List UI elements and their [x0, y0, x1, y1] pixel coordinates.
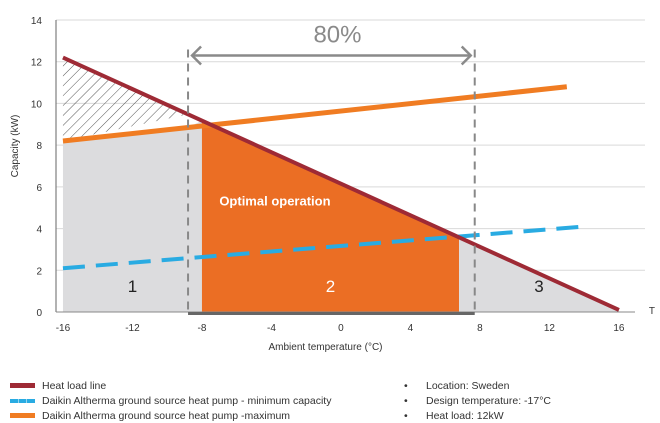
note-heat-load: • Heat load: 12kW — [404, 408, 551, 423]
y-tick-label: 0 — [36, 308, 42, 319]
note-text: Location: Sweden — [426, 379, 510, 392]
note-text: Heat load: 12kW — [426, 409, 504, 422]
region-label-1: 1 — [128, 277, 137, 296]
legend-item-heat-load: Heat load line — [10, 378, 331, 393]
region-2-fill — [201, 120, 460, 312]
note-location: • Location: Sweden — [404, 378, 551, 393]
bullet: • — [404, 379, 408, 392]
legend: Heat load line Daikin Altherma ground so… — [10, 378, 331, 423]
region-label-2: 2 — [326, 277, 335, 296]
max-capacity-line — [62, 84, 568, 144]
min-capacity-line — [62, 224, 585, 271]
x-tick-label: -8 — [197, 323, 206, 334]
x-tick-label: 0 — [338, 323, 344, 334]
x-axis-end-label: T — [649, 306, 655, 317]
x-tick-label: 16 — [613, 323, 625, 334]
legend-label-heat-load: Heat load line — [42, 379, 107, 392]
x-tick-label: -4 — [267, 323, 276, 334]
series-lines — [62, 55, 620, 312]
note-design-temperature: • Design temperature: -17°C — [404, 393, 551, 408]
x-axis-title: Ambient temperature (°C) — [268, 342, 382, 353]
region-label-3: 3 — [534, 277, 543, 296]
y-tick-label: 10 — [31, 99, 43, 110]
hatched-region — [62, 57, 189, 141]
heat-load-swatch — [10, 383, 35, 388]
y-tick-label: 12 — [31, 58, 43, 69]
x-tick-label: 4 — [408, 323, 414, 334]
y-tick-label: 6 — [36, 183, 42, 194]
legend-label-max-capacity: Daikin Altherma ground source heat pump … — [42, 409, 291, 422]
y-tick-label: 8 — [36, 141, 42, 152]
span-arrow-right-head — [460, 45, 473, 66]
y-tick-label: 14 — [31, 16, 43, 27]
percent-label: 80% — [313, 21, 361, 48]
bullet: • — [404, 394, 408, 407]
note-text: Design temperature: -17°C — [426, 394, 552, 407]
y-axis-title: Capacity (kW) — [10, 115, 21, 178]
y-tick-label: 4 — [36, 225, 42, 236]
heat-load-line — [62, 55, 620, 312]
notes-list: • Location: Sweden • Design temperature:… — [404, 378, 551, 423]
x-tick-label: -12 — [125, 323, 140, 334]
x-tick-label: 12 — [544, 323, 556, 334]
max-capacity-swatch — [10, 413, 35, 418]
bullet: • — [404, 409, 408, 422]
axes — [55, 20, 635, 315]
y-tick-label: 2 — [36, 266, 42, 277]
legend-label-min-capacity: Daikin Altherma ground source heat pump … — [42, 394, 332, 407]
min-capacity-swatch — [10, 398, 35, 403]
x-tick-label: -16 — [56, 323, 71, 334]
span-arrow-left-head — [190, 45, 202, 66]
optimal-operation-label: Optimal operation — [219, 194, 330, 209]
annotations: 1 2 3 Optimal operation 80% — [128, 21, 544, 312]
legend-item-max-capacity: Daikin Altherma ground source heat pump … — [10, 408, 331, 423]
legend-item-min-capacity: Daikin Altherma ground source heat pump … — [10, 393, 331, 408]
x-tick-label: 8 — [477, 323, 483, 334]
